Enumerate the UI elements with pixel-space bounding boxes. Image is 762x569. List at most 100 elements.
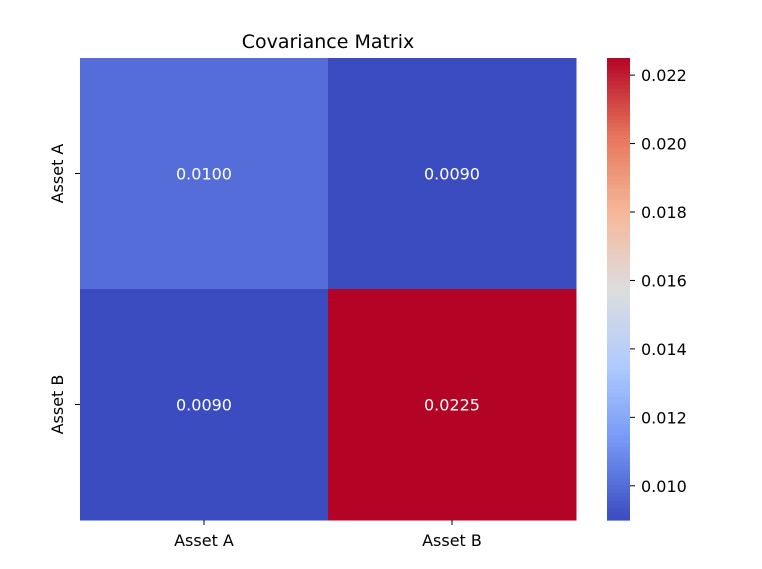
colorbar-segment (607, 331, 630, 336)
colorbar-segment (607, 154, 630, 159)
colorbar-segment (607, 246, 630, 252)
heatmap-cell-r1-c0 (80, 289, 329, 521)
colorbar-segment (607, 84, 630, 90)
cell-labels: 0.0100 0.0090 0.0090 0.0225 (176, 165, 480, 415)
cell-value-label: 0.0090 (424, 165, 480, 184)
chart-title: Covariance Matrix (242, 31, 415, 53)
colorbar-segment (607, 273, 630, 279)
colorbar-segment (607, 142, 630, 148)
colorbar-segment (607, 423, 630, 429)
colorbar-segment (607, 277, 630, 282)
colorbar-segment (607, 131, 630, 136)
x-tick-label: Asset A (174, 531, 234, 550)
colorbar-segment (607, 346, 630, 352)
colorbar-segment (607, 427, 630, 433)
colorbar-segment (607, 69, 630, 74)
colorbar-segment (607, 200, 630, 205)
colorbar-segment (607, 58, 630, 63)
colorbar-segment (607, 339, 630, 344)
colorbar-tick-label: 0.010 (641, 477, 687, 496)
colorbar-segment (607, 327, 630, 332)
y-tick-label: Asset B (48, 375, 67, 435)
colorbar-segment (607, 173, 630, 178)
colorbar-segment (607, 458, 630, 463)
cell-value-label: 0.0225 (424, 396, 480, 415)
colorbar-segment (607, 104, 630, 109)
colorbar-segment (607, 439, 630, 444)
colorbar-segment (607, 281, 630, 286)
colorbar-segment (607, 312, 630, 317)
colorbar-segment (607, 473, 630, 479)
colorbar-segment (607, 242, 630, 248)
colorbar-segment (607, 504, 630, 510)
heatmap-cell-r0-c0 (80, 58, 329, 290)
colorbar-segment (607, 358, 630, 363)
colorbar-segment (607, 508, 630, 513)
colorbar-segment (607, 304, 630, 309)
colorbar-segment (607, 285, 630, 290)
colorbar-segment (607, 481, 630, 486)
colorbar-tick-label: 0.018 (641, 203, 687, 222)
colorbar-segment (607, 435, 630, 440)
colorbar-tick-label: 0.022 (641, 66, 687, 85)
colorbar-segment (607, 115, 630, 121)
colorbar-segment (607, 138, 630, 144)
colorbar-segment (607, 119, 630, 125)
colorbar-segment (607, 185, 630, 190)
colorbar-segment (607, 342, 630, 348)
colorbar-segment (607, 323, 630, 329)
colorbar-segment (607, 181, 630, 186)
cell-value-label: 0.0100 (176, 165, 232, 184)
y-tick-label: Asset A (48, 144, 67, 204)
colorbar-segment (607, 385, 630, 390)
colorbar-segment (607, 265, 630, 271)
colorbar-segment (607, 77, 630, 82)
colorbar-segment (607, 254, 630, 259)
colorbar-segment (607, 416, 630, 421)
heatmap-cell-r0-c1 (328, 58, 577, 290)
y-axis: Asset A Asset B (48, 144, 80, 435)
colorbar-segment (607, 146, 630, 151)
colorbar-segment (607, 258, 630, 263)
colorbar-segment (607, 196, 630, 202)
colorbar-segment (607, 412, 630, 417)
colorbar-segment (607, 65, 630, 71)
colorbar-segment (607, 366, 630, 371)
colorbar-segment (607, 208, 630, 213)
colorbar-segment (607, 192, 630, 198)
colorbar-tick-label: 0.020 (641, 135, 687, 154)
colorbar-segment (607, 419, 630, 425)
colorbar-segment (607, 396, 630, 402)
colorbar-segment (607, 123, 630, 128)
colorbar-segment (607, 250, 630, 255)
colorbar-segment (607, 108, 630, 113)
colorbar-segment (607, 231, 630, 236)
colorbar-segment (607, 111, 630, 117)
colorbar-segment (607, 446, 630, 452)
colorbar-segment (607, 73, 630, 78)
colorbar-segment (607, 404, 630, 409)
colorbar-segment (607, 219, 630, 225)
colorbar-segment (607, 443, 630, 448)
x-axis: Asset A Asset B (174, 520, 482, 550)
colorbar-segment (607, 466, 630, 471)
x-tick-label: Asset B (422, 531, 482, 550)
colorbar-segment (607, 269, 630, 275)
colorbar-segment (607, 135, 630, 140)
colorbar-segment (607, 212, 630, 217)
colorbar-segment (607, 215, 630, 221)
colorbar-segment (607, 289, 630, 294)
colorbar-segment (607, 223, 630, 228)
colorbar-segment (607, 392, 630, 398)
colorbar-segment (607, 315, 630, 321)
colorbar-segment (607, 377, 630, 382)
colorbar-segment (607, 188, 630, 194)
colorbar-segment (607, 350, 630, 356)
colorbar-segment (607, 462, 630, 467)
cell-value-label: 0.0090 (176, 396, 232, 415)
colorbar-segment (607, 354, 630, 359)
colorbar-segment (607, 319, 630, 325)
colorbar-segment (607, 369, 630, 375)
colorbar-segment (607, 500, 630, 506)
colorbar-segment (607, 227, 630, 232)
